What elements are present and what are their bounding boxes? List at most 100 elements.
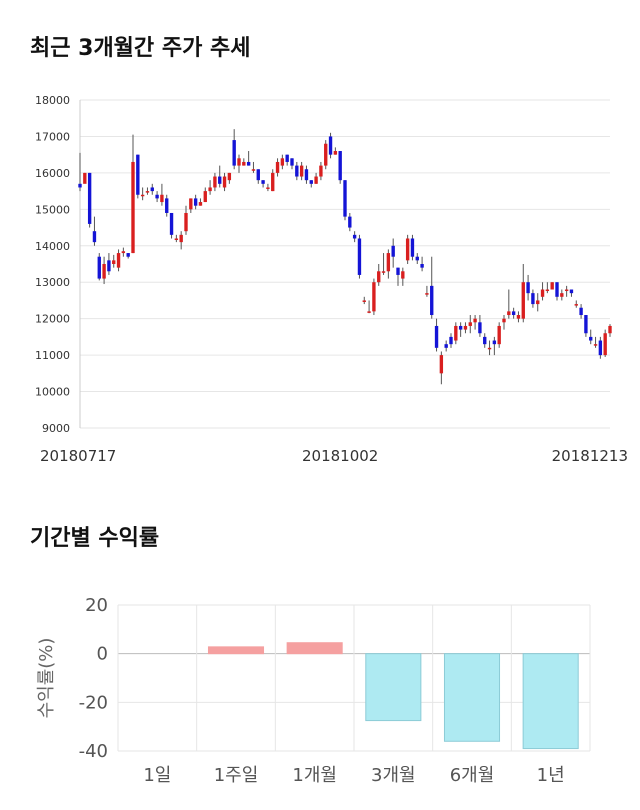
candle-body (352, 234, 357, 239)
candle-body (121, 251, 126, 254)
candle-body (97, 256, 101, 279)
candle-body (497, 325, 501, 345)
candle-body (213, 176, 217, 188)
candle-body (116, 253, 121, 268)
candle-body (420, 264, 424, 268)
y-tick-label: 12000 (35, 313, 70, 326)
return-bar (522, 653, 579, 750)
candle-body (458, 325, 463, 330)
candle-body (314, 176, 318, 184)
candle-body (540, 289, 545, 297)
candle-body (425, 293, 429, 295)
y-tick-label: 15000 (35, 203, 70, 216)
return-bar (443, 653, 501, 742)
x-tick-label: 20181002 (302, 447, 378, 465)
candle-body (608, 325, 612, 334)
x-tick-label: 20181213 (552, 447, 628, 465)
y-tick-label: 18000 (35, 94, 70, 107)
candle-body (396, 267, 400, 275)
y-tick-label: 16000 (35, 167, 70, 180)
candle-body (333, 151, 338, 155)
candle-body (502, 318, 506, 323)
candle-body (256, 169, 260, 181)
y-tick-label: 13000 (35, 276, 70, 289)
candle-body (271, 172, 275, 192)
candle-body (487, 347, 492, 350)
x-tick-label: 1년 (537, 765, 565, 786)
candle-body (198, 202, 203, 206)
candle-body (439, 355, 444, 374)
candle-body (391, 245, 395, 257)
candle-body (218, 176, 222, 184)
candle-body (266, 187, 270, 189)
candle-body (299, 165, 304, 177)
candle-body (405, 238, 410, 261)
candle-body (102, 264, 106, 279)
candle-body (444, 344, 448, 348)
candle-body (290, 158, 294, 166)
candle-body (174, 238, 179, 240)
candle-body (203, 191, 207, 203)
candle-body (377, 271, 381, 283)
y-tick-label: 10000 (35, 386, 70, 399)
candle-body (251, 169, 256, 171)
candle-body (555, 282, 559, 297)
candle-body (526, 282, 530, 294)
y-tick-label: 11000 (35, 349, 70, 362)
candle-body (372, 282, 376, 312)
candle-body (579, 307, 583, 316)
candle-body (478, 322, 482, 334)
candle-body (598, 340, 603, 356)
candle-body (112, 260, 116, 264)
y-tick-label: -20 (79, 692, 108, 713)
candle-body (603, 333, 607, 356)
candle-body (569, 289, 574, 294)
candle-body (449, 336, 453, 345)
candle-body (246, 161, 251, 166)
return-bar (365, 653, 422, 722)
candle-body (463, 325, 468, 330)
candle-body (434, 325, 439, 348)
candle-body (309, 180, 313, 184)
candle-body (189, 198, 193, 210)
candle-body (304, 169, 309, 181)
candle-body (531, 293, 535, 305)
candle-body (222, 176, 227, 188)
candle-body (280, 158, 285, 166)
candle-body (430, 285, 434, 316)
candle-body (584, 315, 588, 334)
candle-body (160, 194, 164, 203)
candle-body (367, 311, 371, 313)
candle-body (126, 253, 130, 257)
candle-body (560, 293, 564, 297)
candle-body (131, 161, 135, 254)
candle-body (165, 198, 169, 213)
candle-body (328, 136, 333, 155)
candle-body (511, 311, 516, 316)
candle-body (386, 253, 391, 272)
candle-body (92, 231, 97, 243)
candle-body (410, 238, 415, 257)
candle-body (521, 282, 525, 319)
candle-body (574, 304, 578, 306)
candle-body (208, 187, 212, 192)
x-tick-label: 20180717 (40, 447, 116, 465)
y-tick-label: -40 (79, 741, 108, 762)
candle-body (145, 191, 150, 193)
candle-body (483, 336, 487, 345)
candle-body (343, 180, 347, 217)
candle-body (473, 318, 477, 323)
candle-body (261, 180, 265, 184)
x-tick-label: 1주일 (214, 765, 259, 786)
x-tick-label: 6개월 (450, 765, 495, 786)
candle-body (348, 216, 352, 228)
candle-body (295, 165, 299, 177)
candle-body (338, 151, 342, 181)
candle-body (589, 336, 593, 341)
candle-body (454, 325, 458, 341)
candle-body (564, 289, 569, 292)
candle-body (319, 165, 323, 177)
candle-body (179, 234, 183, 243)
candle-body (275, 161, 280, 173)
candle-body (83, 172, 87, 184)
